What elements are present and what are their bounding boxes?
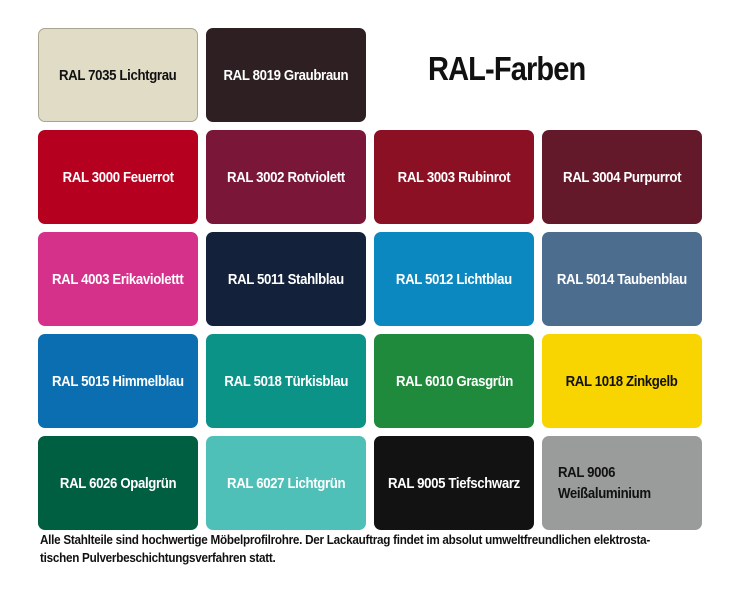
swatch-ral-8019: RAL 8019 Graubraun	[206, 28, 366, 122]
swatch-label: RAL 1018 Zinkgelb	[566, 372, 678, 390]
swatch-label: RAL 5015 Himmelblau	[52, 372, 184, 390]
swatch-ral-3000: RAL 3000 Feuerrot	[38, 130, 198, 224]
swatch-ral-4003: RAL 4003 Erikaviolettt	[38, 232, 198, 326]
swatch-ral-6026: RAL 6026 Opalgrün	[38, 436, 198, 530]
swatch-ral-5018: RAL 5018 Türkisblau	[206, 334, 366, 428]
swatch-label: RAL 5012 Lichtblau	[396, 270, 512, 288]
swatch-ral-3003: RAL 3003 Rubinrot	[374, 130, 534, 224]
swatch-ral-9005: RAL 9005 Tiefschwarz	[374, 436, 534, 530]
swatch-label: RAL 3003 Rubinrot	[397, 168, 511, 186]
color-swatch-grid: RAL 7035 Lichtgrau RAL 8019 Graubraun RA…	[38, 28, 702, 530]
swatch-ral-5011: RAL 5011 Stahlblau	[206, 232, 366, 326]
swatch-label: RAL 7035 Lichtgrau	[59, 66, 177, 84]
footer-note: Alle Stahlteile sind hochwertige Möbelpr…	[40, 531, 733, 567]
swatch-ral-7035: RAL 7035 Lichtgrau	[38, 28, 198, 122]
swatch-label: RAL 4003 Erikaviolettt	[52, 270, 184, 288]
swatch-label: RAL 3004 Purpurrot	[562, 168, 682, 186]
swatch-label: RAL 3002 Rotviolett	[227, 168, 345, 186]
swatch-label: RAL 9005 Tiefschwarz	[388, 474, 520, 492]
swatch-label: RAL 6027 Lichtgrün	[226, 474, 346, 492]
swatch-ral-3004: RAL 3004 Purpurrot	[542, 130, 702, 224]
footer-line-2: tischen Pulverbeschichtungsverfahren sta…	[40, 550, 276, 565]
swatch-ral-6010: RAL 6010 Grasgrün	[374, 334, 534, 428]
title-area-spacer	[542, 28, 702, 122]
swatch-label: RAL 8019 Graubraun	[223, 66, 349, 84]
swatch-label: RAL 5011 Stahlblau	[228, 270, 344, 288]
swatch-label: RAL 3000 Feuerrot	[62, 168, 174, 186]
page-title: RAL-Farben	[428, 50, 586, 87]
swatch-label: RAL 9006 Weißaluminium	[558, 464, 651, 502]
footer-line-1: Alle Stahlteile sind hochwertige Möbelpr…	[40, 532, 650, 547]
swatch-ral-1018: RAL 1018 Zinkgelb	[542, 334, 702, 428]
swatch-label: RAL 5018 Türkisblau	[224, 372, 348, 390]
swatch-label: RAL 6010 Grasgrün	[395, 372, 513, 390]
swatch-ral-9006: RAL 9006 Weißaluminium	[542, 436, 702, 530]
swatch-ral-5012: RAL 5012 Lichtblau	[374, 232, 534, 326]
swatch-ral-6027: RAL 6027 Lichtgrün	[206, 436, 366, 530]
title-area-spacer	[374, 28, 534, 122]
swatch-ral-3002: RAL 3002 Rotviolett	[206, 130, 366, 224]
swatch-ral-5014: RAL 5014 Taubenblau	[542, 232, 702, 326]
swatch-label: RAL 5014 Taubenblau	[557, 270, 687, 288]
swatch-label: RAL 6026 Opalgrün	[59, 474, 177, 492]
swatch-ral-5015: RAL 5015 Himmelblau	[38, 334, 198, 428]
